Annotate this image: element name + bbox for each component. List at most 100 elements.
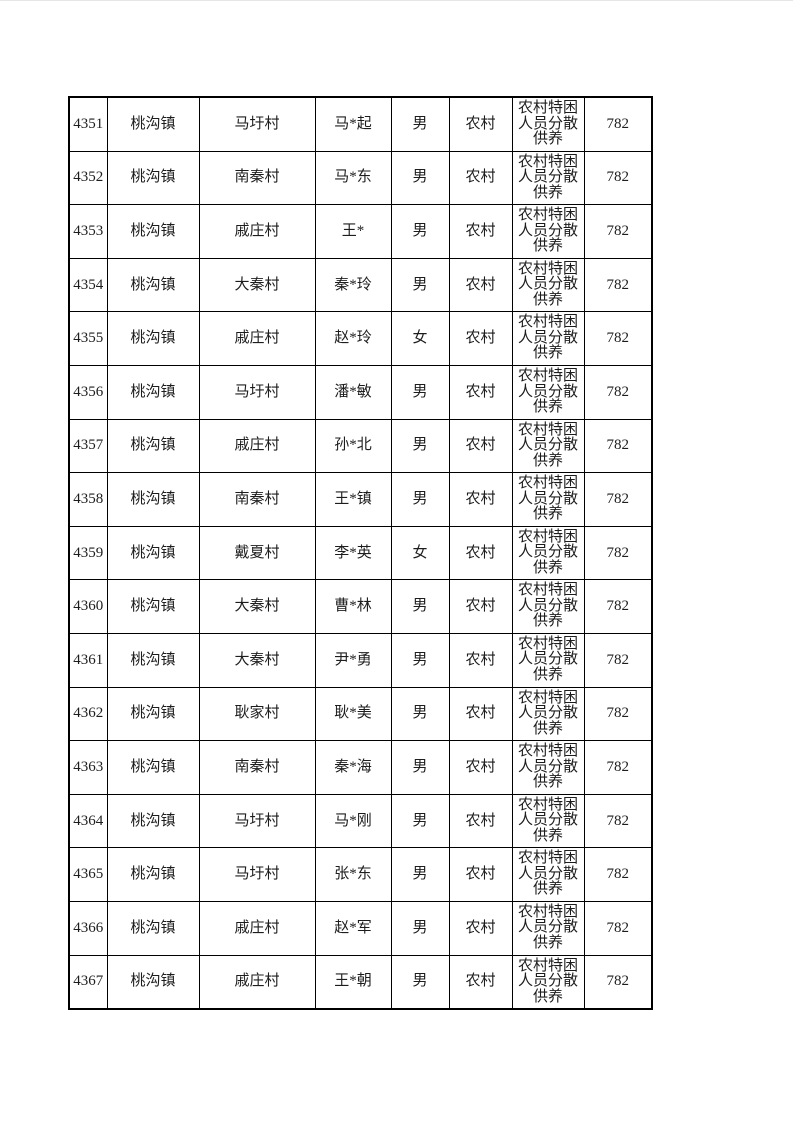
cell-category: 农村特困人员分散供养	[511, 150, 585, 206]
cell-row-number: 4355	[68, 311, 108, 366]
cell-village: 大秦村	[198, 257, 316, 313]
cell-area-type: 农村	[448, 311, 513, 366]
cell-village: 耿家村	[198, 686, 316, 742]
cell-category: 农村特困人员分散供养	[511, 579, 585, 634]
cell-village: 大秦村	[198, 579, 316, 634]
cell-category: 农村特困人员分散供养	[511, 364, 585, 420]
table-row: 4361 桃沟镇 大秦村 尹*勇 男 农村 农村特困人员分散供养 782	[68, 632, 653, 688]
cell-village: 马圩村	[198, 364, 316, 420]
cell-person-name: 王*镇	[314, 472, 392, 527]
cell-village: 南秦村	[198, 150, 316, 206]
cell-gender: 男	[390, 472, 450, 527]
cell-village: 马圩村	[198, 847, 316, 902]
cell-town: 桃沟镇	[106, 204, 200, 259]
cell-person-name: 孙*北	[314, 418, 392, 474]
cell-row-number: 4364	[68, 793, 108, 849]
cell-category: 农村特困人员分散供养	[511, 954, 585, 1010]
cell-gender: 男	[390, 740, 450, 795]
table-row: 4364 桃沟镇 马圩村 马*刚 男 农村 农村特困人员分散供养 782	[68, 793, 653, 849]
cell-amount: 782	[583, 257, 653, 313]
cell-row-number: 4363	[68, 740, 108, 795]
cell-area-type: 农村	[448, 150, 513, 206]
cell-amount: 782	[583, 204, 653, 259]
cell-row-number: 4360	[68, 579, 108, 634]
cell-village: 戚庄村	[198, 418, 316, 474]
cell-category: 农村特困人员分散供养	[511, 525, 585, 581]
cell-category: 农村特困人员分散供养	[511, 900, 585, 956]
cell-category: 农村特困人员分散供养	[511, 96, 585, 152]
table-row: 4352 桃沟镇 南秦村 马*东 男 农村 农村特困人员分散供养 782	[68, 150, 653, 206]
cell-person-name: 马*起	[314, 96, 392, 152]
cell-town: 桃沟镇	[106, 900, 200, 956]
cell-gender: 男	[390, 364, 450, 420]
cell-category: 农村特困人员分散供养	[511, 472, 585, 527]
cell-town: 桃沟镇	[106, 418, 200, 474]
cell-row-number: 4359	[68, 525, 108, 581]
cell-gender: 女	[390, 525, 450, 581]
cell-person-name: 马*刚	[314, 793, 392, 849]
cell-category: 农村特困人员分散供养	[511, 257, 585, 313]
cell-amount: 782	[583, 150, 653, 206]
cell-area-type: 农村	[448, 204, 513, 259]
cell-town: 桃沟镇	[106, 96, 200, 152]
cell-amount: 782	[583, 740, 653, 795]
cell-category: 农村特困人员分散供养	[511, 740, 585, 795]
cell-row-number: 4354	[68, 257, 108, 313]
cell-row-number: 4361	[68, 632, 108, 688]
cell-amount: 782	[583, 311, 653, 366]
cell-village: 戚庄村	[198, 900, 316, 956]
cell-row-number: 4351	[68, 96, 108, 152]
cell-village: 戚庄村	[198, 311, 316, 366]
cell-village: 马圩村	[198, 793, 316, 849]
cell-category: 农村特困人员分散供养	[511, 204, 585, 259]
cell-person-name: 赵*玲	[314, 311, 392, 366]
cell-area-type: 农村	[448, 257, 513, 313]
cell-village: 南秦村	[198, 472, 316, 527]
cell-gender: 男	[390, 96, 450, 152]
cell-area-type: 农村	[448, 740, 513, 795]
cell-category: 农村特困人员分散供养	[511, 311, 585, 366]
cell-amount: 782	[583, 418, 653, 474]
cell-category: 农村特困人员分散供养	[511, 793, 585, 849]
cell-row-number: 4358	[68, 472, 108, 527]
cell-gender: 男	[390, 954, 450, 1010]
cell-amount: 782	[583, 525, 653, 581]
cell-area-type: 农村	[448, 900, 513, 956]
cell-person-name: 秦*海	[314, 740, 392, 795]
cell-village: 马圩村	[198, 96, 316, 152]
cell-row-number: 4365	[68, 847, 108, 902]
cell-town: 桃沟镇	[106, 686, 200, 742]
cell-person-name: 马*东	[314, 150, 392, 206]
table-row: 4358 桃沟镇 南秦村 王*镇 男 农村 农村特困人员分散供养 782	[68, 472, 653, 527]
table-row: 4362 桃沟镇 耿家村 耿*美 男 农村 农村特困人员分散供养 782	[68, 686, 653, 742]
cell-town: 桃沟镇	[106, 740, 200, 795]
table-row: 4366 桃沟镇 戚庄村 赵*军 男 农村 农村特困人员分散供养 782	[68, 900, 653, 956]
cell-row-number: 4367	[68, 954, 108, 1010]
cell-person-name: 王*	[314, 204, 392, 259]
cell-gender: 男	[390, 579, 450, 634]
cell-village: 南秦村	[198, 740, 316, 795]
cell-person-name: 潘*敏	[314, 364, 392, 420]
cell-row-number: 4362	[68, 686, 108, 742]
cell-category: 农村特困人员分散供养	[511, 418, 585, 474]
cell-area-type: 农村	[448, 793, 513, 849]
cell-area-type: 农村	[448, 686, 513, 742]
cell-gender: 男	[390, 150, 450, 206]
cell-amount: 782	[583, 364, 653, 420]
cell-gender: 男	[390, 257, 450, 313]
cell-person-name: 赵*军	[314, 900, 392, 956]
cell-area-type: 农村	[448, 632, 513, 688]
cell-village: 戚庄村	[198, 204, 316, 259]
cell-town: 桃沟镇	[106, 150, 200, 206]
cell-area-type: 农村	[448, 525, 513, 581]
table-row: 4365 桃沟镇 马圩村 张*东 男 农村 农村特困人员分散供养 782	[68, 847, 653, 902]
cell-person-name: 曹*林	[314, 579, 392, 634]
cell-amount: 782	[583, 579, 653, 634]
cell-village: 戴夏村	[198, 525, 316, 581]
records-table: 4351 桃沟镇 马圩村 马*起 男 农村 农村特困人员分散供养 782 435…	[68, 96, 653, 1011]
cell-town: 桃沟镇	[106, 472, 200, 527]
cell-gender: 男	[390, 204, 450, 259]
table-row: 4359 桃沟镇 戴夏村 李*英 女 农村 农村特困人员分散供养 782	[68, 525, 653, 581]
cell-category: 农村特困人员分散供养	[511, 686, 585, 742]
cell-area-type: 农村	[448, 96, 513, 152]
